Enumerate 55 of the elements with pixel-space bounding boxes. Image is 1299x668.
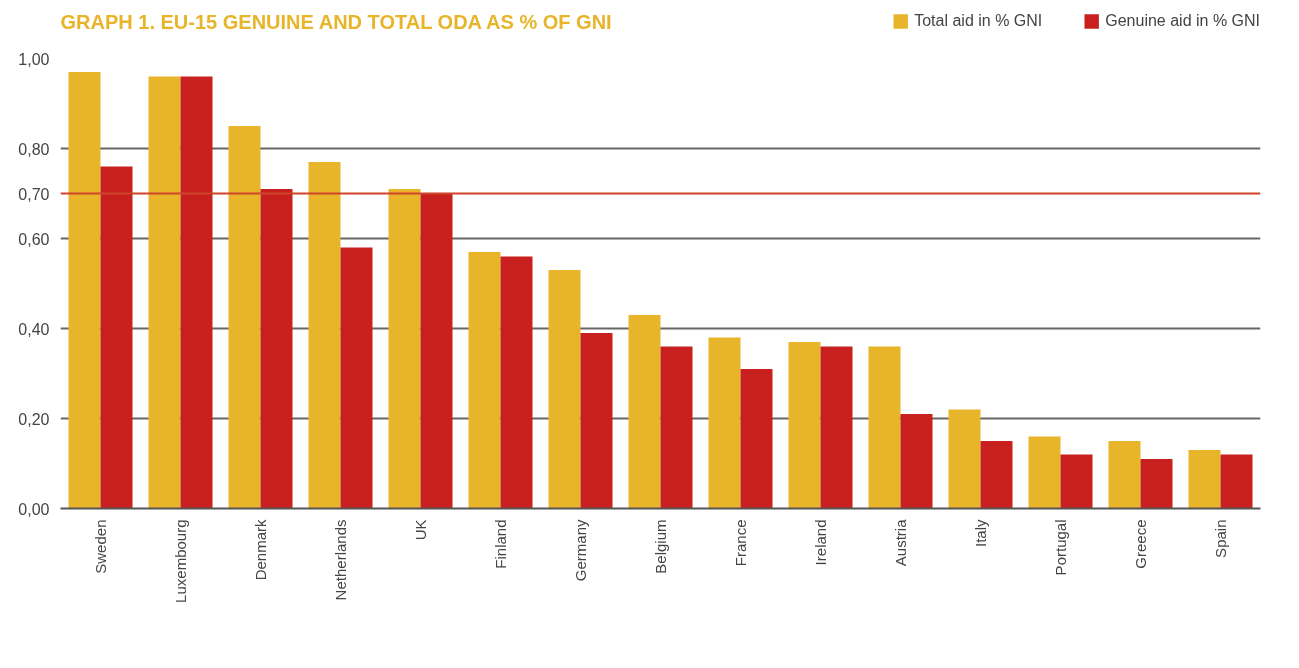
x-tick-label: Luxembourg xyxy=(172,519,189,603)
x-tick-label: Germany xyxy=(572,519,589,582)
bar xyxy=(340,247,373,509)
bar xyxy=(900,414,933,509)
bar xyxy=(420,193,453,509)
y-tick-label: 0,40 xyxy=(18,320,50,338)
bar xyxy=(1140,459,1173,509)
bar xyxy=(68,72,101,509)
bar xyxy=(100,166,133,509)
bar xyxy=(708,337,741,509)
x-tick-label: Spain xyxy=(1212,519,1229,558)
bar xyxy=(980,441,1013,509)
bar xyxy=(148,76,181,509)
bar xyxy=(820,346,853,509)
x-tick-label: Belgium xyxy=(652,519,669,574)
x-tick-label: Sweden xyxy=(92,519,109,574)
bar xyxy=(1060,454,1093,509)
bar xyxy=(628,315,661,509)
bar xyxy=(868,346,901,509)
x-tick-label: Netherlands xyxy=(332,519,349,601)
chart-title: GRAPH 1. EU-15 GENUINE AND TOTAL ODA AS % OF GNI xyxy=(60,10,612,33)
legend-label: Genuine aid in % GNI xyxy=(1105,12,1260,30)
bar xyxy=(308,162,341,509)
bar xyxy=(500,256,533,509)
x-tick-label: Finland xyxy=(492,519,509,569)
bar xyxy=(740,369,773,509)
x-tick-label: France xyxy=(732,519,749,567)
y-tick-label: 0,80 xyxy=(18,140,50,158)
bar xyxy=(660,346,693,509)
bar xyxy=(228,126,261,509)
bar xyxy=(1188,450,1221,509)
bar xyxy=(1028,436,1061,509)
bar xyxy=(260,189,293,509)
legend-label: Total aid in % GNI xyxy=(914,12,1043,30)
bar xyxy=(388,189,421,509)
bar xyxy=(788,342,821,509)
x-tick-label: Austria xyxy=(892,518,909,567)
bar xyxy=(548,270,581,509)
y-tick-label: 1,00 xyxy=(18,50,50,68)
x-tick-label: UK xyxy=(412,519,429,541)
bar xyxy=(1108,441,1141,509)
x-tick-label: Ireland xyxy=(812,519,829,566)
bar xyxy=(468,252,501,509)
x-tick-label: Italy xyxy=(972,519,989,548)
y-tick-label: 0,20 xyxy=(18,410,50,428)
x-tick-label: Greece xyxy=(1132,519,1149,569)
x-tick-label: Denmark xyxy=(252,519,269,581)
y-tick-label: 0,70 xyxy=(18,185,50,203)
bar xyxy=(180,76,213,509)
y-tick-label: 0,60 xyxy=(18,230,50,248)
y-tick-label: 0,00 xyxy=(18,500,50,518)
bar xyxy=(948,409,981,509)
x-tick-label: Portugal xyxy=(1052,519,1069,576)
bar xyxy=(1220,454,1253,509)
bar xyxy=(580,333,613,509)
